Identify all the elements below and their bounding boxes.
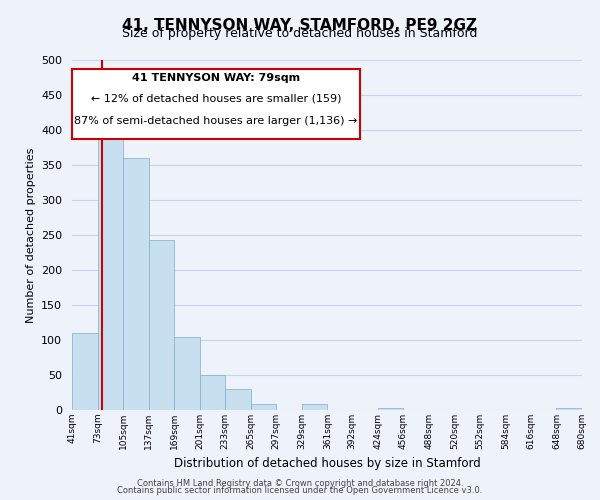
- Bar: [251, 404, 277, 410]
- Text: 41 TENNYSON WAY: 79sqm: 41 TENNYSON WAY: 79sqm: [132, 73, 300, 83]
- Text: Size of property relative to detached houses in Stamford: Size of property relative to detached ho…: [122, 28, 478, 40]
- Text: 41, TENNYSON WAY, STAMFORD, PE9 2GZ: 41, TENNYSON WAY, STAMFORD, PE9 2GZ: [122, 18, 478, 32]
- Bar: [72, 333, 98, 410]
- Text: Contains HM Land Registry data © Crown copyright and database right 2024.: Contains HM Land Registry data © Crown c…: [137, 478, 463, 488]
- Bar: [123, 158, 149, 410]
- Bar: [302, 404, 328, 410]
- Text: Contains public sector information licensed under the Open Government Licence v3: Contains public sector information licen…: [118, 486, 482, 495]
- Bar: [174, 336, 200, 410]
- Bar: [149, 240, 174, 410]
- Bar: [225, 389, 251, 410]
- FancyBboxPatch shape: [72, 68, 360, 138]
- Bar: [556, 408, 582, 410]
- Y-axis label: Number of detached properties: Number of detached properties: [26, 148, 35, 322]
- Bar: [200, 375, 225, 410]
- Title: 41, TENNYSON WAY, STAMFORD, PE9 2GZ: 41, TENNYSON WAY, STAMFORD, PE9 2GZ: [0, 499, 1, 500]
- Text: ← 12% of detached houses are smaller (159): ← 12% of detached houses are smaller (15…: [91, 94, 341, 104]
- X-axis label: Distribution of detached houses by size in Stamford: Distribution of detached houses by size …: [173, 458, 481, 470]
- Text: 87% of semi-detached houses are larger (1,136) →: 87% of semi-detached houses are larger (…: [74, 116, 358, 126]
- Bar: [98, 134, 123, 410]
- Bar: [377, 408, 403, 410]
